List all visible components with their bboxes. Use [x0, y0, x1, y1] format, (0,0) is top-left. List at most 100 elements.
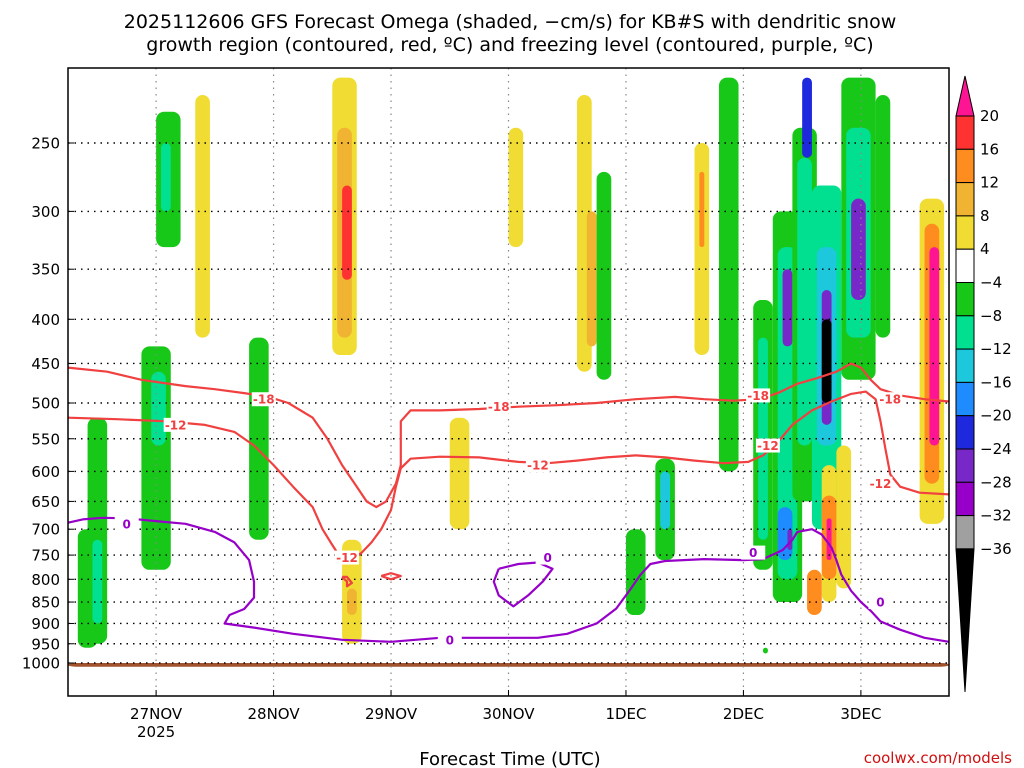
contour-label-bg-4 [746, 388, 771, 403]
ytick-label-700: 700 [31, 521, 60, 539]
omega-cell-0 [68, 663, 949, 667]
omega-cell-9 [249, 337, 269, 540]
colorbar-cell-2 [955, 148, 975, 184]
ytick-label-1000: 1000 [22, 655, 60, 673]
colorbar-bottom-arrow [955, 548, 975, 693]
colorbar-label-12: −32 [980, 507, 1012, 525]
omega-cell-24 [699, 171, 705, 248]
ytick-label-450: 450 [31, 355, 60, 373]
omega-cell-51 [929, 247, 940, 446]
ytick-label-550: 550 [31, 430, 60, 448]
contour-label-bg-0 [251, 392, 276, 407]
credit-link[interactable]: coolwx.com/models [864, 749, 1012, 767]
colorbar-cell-1 [955, 115, 975, 150]
contour-label-3: -12 [527, 459, 549, 473]
omega-cell-3 [92, 539, 103, 624]
omega-cell-39 [821, 319, 832, 403]
colorbar-label-10: −24 [980, 440, 1012, 458]
colorbar-cell-8 [955, 348, 975, 383]
dgz-contour-3 [341, 575, 353, 588]
contour-label-12: 0 [749, 546, 757, 560]
colorbar-label-0: 20 [980, 107, 999, 125]
colorbar-label-4: 4 [980, 240, 990, 258]
ytick-label-300: 300 [31, 203, 60, 221]
ytick-label-350: 350 [31, 261, 60, 279]
omega-cell-23 [694, 143, 710, 356]
contour-label-bg-11 [535, 550, 560, 565]
omega-cell-7 [160, 143, 171, 212]
omega-cell-14 [346, 588, 357, 616]
colorbar-cell-11 [955, 448, 975, 483]
contour-label-bg-6 [878, 392, 903, 407]
colorbar-label-8: −16 [980, 373, 1012, 391]
dgz-contour-4 [380, 572, 402, 581]
contour-label-bg-3 [525, 458, 550, 473]
omega-cell-52 [763, 647, 768, 654]
omega-cell-47 [851, 198, 866, 301]
contour-label-bg-10 [437, 632, 462, 647]
contour-label-8: -12 [336, 551, 358, 565]
ytick-label-750: 750 [31, 547, 60, 565]
chart-title-line1: 2025112606 GFS Forecast Omega (shaded, −… [124, 11, 896, 33]
contour-label-1: -12 [165, 418, 187, 432]
colorbar-label-7: −12 [980, 340, 1012, 358]
ytick-label-800: 800 [31, 571, 60, 589]
freezing-contour-1 [492, 561, 554, 608]
ytick-label-850: 850 [31, 594, 60, 612]
contour-label-2: -18 [488, 400, 510, 414]
omega-cell-19 [596, 171, 612, 380]
freezing-contour-0 [67, 516, 950, 643]
xtick-label-30NOV: 30NOV [482, 705, 535, 723]
xtick-label-1DEC: 1DEC [605, 705, 646, 723]
contour-label-5: -12 [757, 439, 779, 453]
colorbar: 20 16 12 8 4 −4 −8 −12 −16 −20 −24 −28 −32 −36 [955, 75, 1012, 693]
xtick-label-2DEC: 2DEC [723, 705, 764, 723]
omega-cell-18 [586, 211, 597, 347]
colorbar-label-9: −20 [980, 407, 1012, 425]
colorbar-cell-6 [955, 282, 975, 317]
omega-cell-15 [449, 417, 470, 530]
colorbar-top-arrow [955, 75, 975, 117]
omega-cell-20 [625, 529, 646, 616]
contour-label-bg-9 [114, 516, 139, 531]
contour-label-13: 0 [876, 596, 884, 610]
colorbar-label-6: −8 [980, 307, 1002, 325]
colorbar-cell-12 [955, 481, 975, 517]
contour-label-10: 0 [446, 633, 454, 647]
dgz-contour-0 [67, 362, 950, 509]
colorbar-label-5: −4 [980, 274, 1002, 292]
colorbar-label-13: −36 [980, 540, 1012, 558]
ytick-label-600: 600 [31, 463, 60, 481]
omega-cell-43 [807, 569, 822, 616]
ytick-label-650: 650 [31, 493, 60, 511]
colorbar-cell-7 [955, 315, 975, 350]
ytick-label-950: 950 [31, 635, 60, 653]
omega-cell-22 [660, 471, 671, 530]
contour-label-7: -12 [870, 477, 892, 491]
ytick-label-250: 250 [31, 135, 60, 153]
contour-label-bg-5 [755, 438, 780, 453]
contour-label-bg-2 [486, 399, 511, 414]
omega-cell-35 [802, 77, 812, 158]
colorbar-label-1: 16 [980, 140, 999, 158]
omega-cell-8 [195, 95, 210, 338]
contours: -18 -12 -18 -12 -18 -12 -18 -12 -12 0 0 0 0 0 [67, 362, 950, 647]
omega-cell-44 [836, 445, 852, 589]
colorbar-cell-10 [955, 415, 975, 450]
grid [68, 68, 949, 696]
chart-title-line2: growth region (contoured, red, ºC) and f… [146, 34, 873, 56]
colorbar-cell-3 [955, 182, 975, 217]
omega-cell-34 [797, 157, 812, 446]
colorbar-label-11: −28 [980, 473, 1012, 491]
dgz-contour-1 [67, 416, 344, 561]
contour-label-9: 0 [123, 517, 131, 531]
xtick-sublabel-27NOV: 2025 [137, 723, 175, 741]
contour-label-bg-7 [868, 476, 893, 491]
ytick-label-500: 500 [31, 395, 60, 413]
dgz-contour-2 [351, 390, 950, 561]
colorbar-label-2: 12 [980, 174, 999, 192]
contour-label-6: -18 [879, 393, 901, 407]
xtick-label-28NOV: 28NOV [248, 705, 301, 723]
